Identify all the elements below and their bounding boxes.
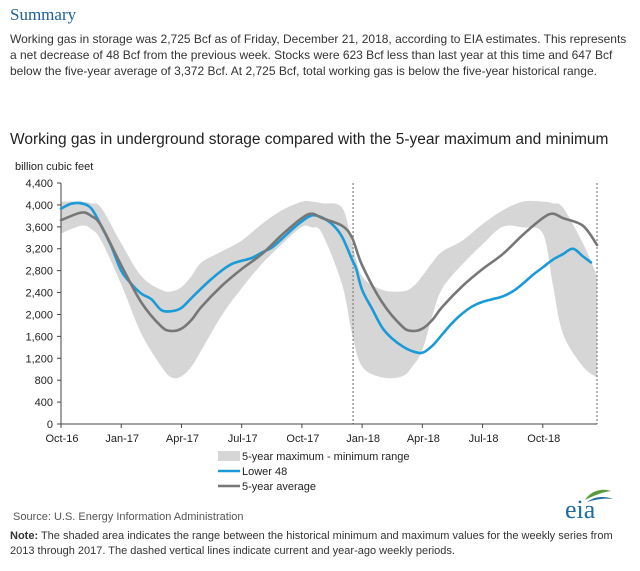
note-label: Note: <box>10 530 39 542</box>
x-tick-label: Jan-17 <box>105 433 139 445</box>
y-tick-label: 3,200 <box>25 244 53 256</box>
series-lines-layer <box>59 201 599 355</box>
legend-label: 5-year maximum - minimum range <box>242 451 409 463</box>
y-tick-label: 2,000 <box>25 309 53 321</box>
logo-leaf-icon <box>585 489 611 500</box>
x-tick-label: Jul-17 <box>228 433 258 445</box>
y-tick-label: 3,600 <box>25 222 53 234</box>
x-tick-label: Jul-18 <box>469 433 499 445</box>
legend-swatch-range <box>218 451 240 461</box>
source-text: Source: U.S. Energy Information Administ… <box>13 511 244 523</box>
eia-logo: eia <box>565 489 613 523</box>
x-tick-label: Oct-16 <box>45 433 78 445</box>
y-tick-label: 0 <box>47 419 53 431</box>
y-tick-label: 400 <box>35 397 53 409</box>
logo-leaf-icon <box>587 497 613 502</box>
summary-text: Working gas in storage was 2,725 Bcf as … <box>10 32 627 78</box>
x-tick-label: Apr-18 <box>407 433 440 445</box>
y-tick-label: 1,600 <box>25 331 53 343</box>
axes-layer: 0 400 800 1,200 1,600 2,000 2,400 2,800 3,200 3,6… <box>25 178 598 445</box>
legend: 5-year maximum - minimum range Lower 48 5-… <box>218 451 409 493</box>
note-text: Note: The shaded area indicates the rang… <box>10 529 630 559</box>
summary-title: Summary <box>10 5 77 24</box>
lower-48-line <box>59 201 593 355</box>
range-band-layer <box>61 200 597 379</box>
note-body: The shaded area indicates the range betw… <box>10 530 613 557</box>
y-tick-label: 1,200 <box>25 353 53 365</box>
y-tick-label: 2,800 <box>25 266 53 278</box>
range-band <box>61 200 597 379</box>
legend-label: 5-year average <box>242 481 316 493</box>
five-year-average-line <box>59 211 599 333</box>
y-tick-label: 4,000 <box>25 200 53 212</box>
x-tick-label: Oct-18 <box>527 433 560 445</box>
legend-label: Lower 48 <box>242 466 287 478</box>
logo-text: eia <box>565 495 596 523</box>
y-axis-label: billion cubic feet <box>15 161 93 173</box>
y-tick-label: 4,400 <box>25 178 53 190</box>
x-tick-label: Oct-17 <box>286 433 319 445</box>
x-tick-label: Apr-17 <box>166 433 199 445</box>
y-tick-label: 800 <box>35 375 53 387</box>
x-tick-label: Jan-18 <box>346 433 380 445</box>
y-tick-label: 2,400 <box>25 288 53 300</box>
chart-title: Working gas in underground storage compa… <box>10 131 609 148</box>
